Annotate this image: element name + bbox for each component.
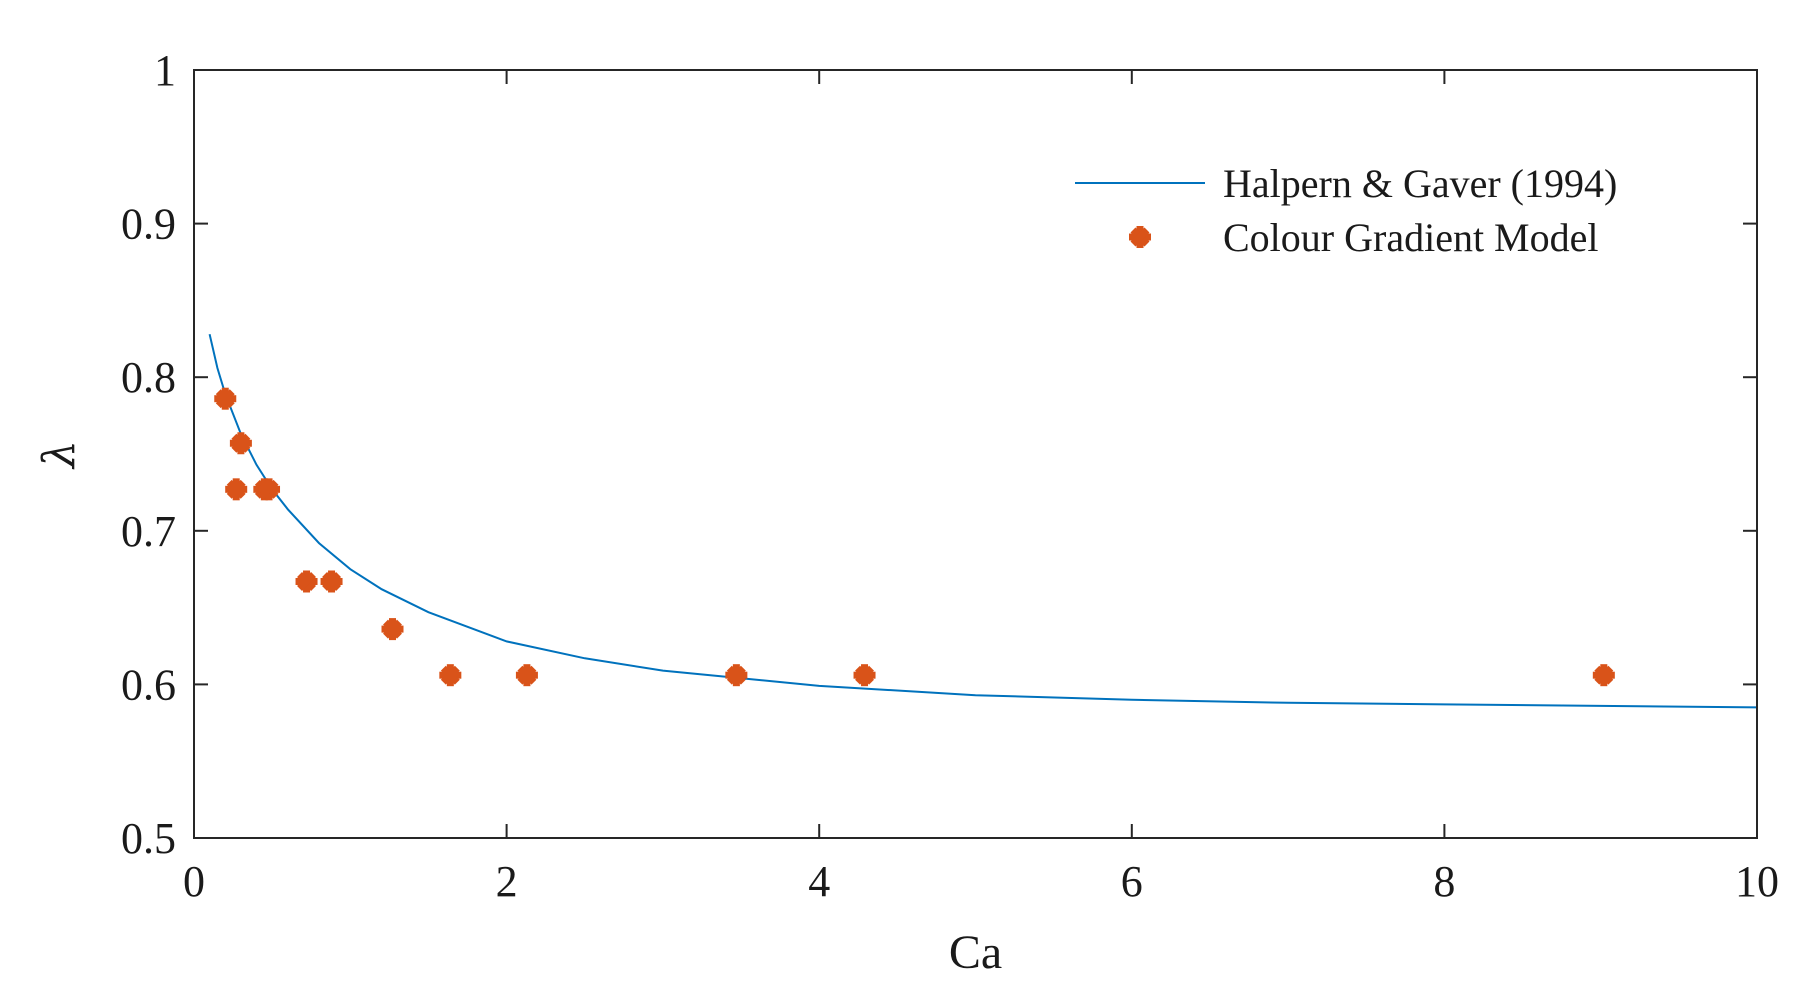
y-tick-label: 0.5	[121, 814, 176, 863]
data-point-colour-gradient	[439, 664, 462, 687]
data-point-colour-gradient	[320, 570, 343, 593]
y-tick-label: 0.9	[121, 200, 176, 249]
x-tick-label: 4	[808, 857, 830, 906]
marker-bar-d2	[322, 572, 342, 591]
x-tick-label: 8	[1433, 857, 1455, 906]
y-axis-label: λ	[34, 440, 85, 470]
marker-bar-d2	[1130, 227, 1150, 247]
legend: Halpern & Gaver (1994) Colour Gradient Mo…	[1075, 161, 1617, 260]
marker-bar-d2	[1594, 665, 1614, 685]
marker-bar-d2	[259, 479, 279, 499]
data-point-colour-gradient	[295, 570, 318, 593]
x-tick-label: 10	[1735, 857, 1779, 906]
marker-bar-d2	[440, 665, 460, 685]
data-point-colour-gradient	[381, 618, 404, 641]
data-point-colour-gradient	[225, 478, 248, 501]
x-tick-label: 6	[1121, 857, 1143, 906]
data-point-colour-gradient	[258, 478, 281, 501]
data-point-colour-gradient	[725, 664, 748, 687]
y-tick-label: 0.8	[121, 353, 176, 402]
data-point-colour-gradient	[853, 664, 876, 687]
y-tick-label: 0.6	[121, 660, 176, 709]
marker-bar-d2	[383, 619, 402, 639]
x-axis-label: Ca	[949, 926, 1002, 979]
marker-bar-d2	[226, 479, 246, 499]
legend-label-colour-gradient: Colour Gradient Model	[1223, 215, 1599, 260]
legend-marker-swatch	[1129, 226, 1151, 248]
marker-bar-d2	[297, 572, 317, 591]
data-point-colour-gradient	[214, 387, 237, 410]
x-tick-label: 0	[183, 857, 205, 906]
marker-bar-d2	[517, 665, 537, 685]
legend-label-halpern-gaver: Halpern & Gaver (1994)	[1223, 161, 1617, 206]
y-tick-label: 1	[154, 46, 176, 95]
plot-area	[208, 333, 1758, 709]
axes-box	[193, 69, 1758, 839]
marker-bar-d2	[855, 665, 875, 685]
series-line-halpern-gaver	[208, 333, 1758, 709]
data-point-colour-gradient	[1592, 664, 1615, 687]
marker-bar-d2	[215, 389, 235, 409]
data-point-colour-gradient	[515, 664, 538, 687]
data-point-colour-gradient	[229, 432, 252, 455]
axes: 0 2 4 6 8 10 0.5 0.6 0.7 0.8 0.9 1 Ca λ	[34, 46, 1779, 979]
marker-bar-d2	[231, 433, 251, 453]
y-tick-label: 0.7	[121, 507, 176, 556]
marker-bar-d2	[726, 665, 746, 685]
x-tick-label: 2	[496, 857, 518, 906]
